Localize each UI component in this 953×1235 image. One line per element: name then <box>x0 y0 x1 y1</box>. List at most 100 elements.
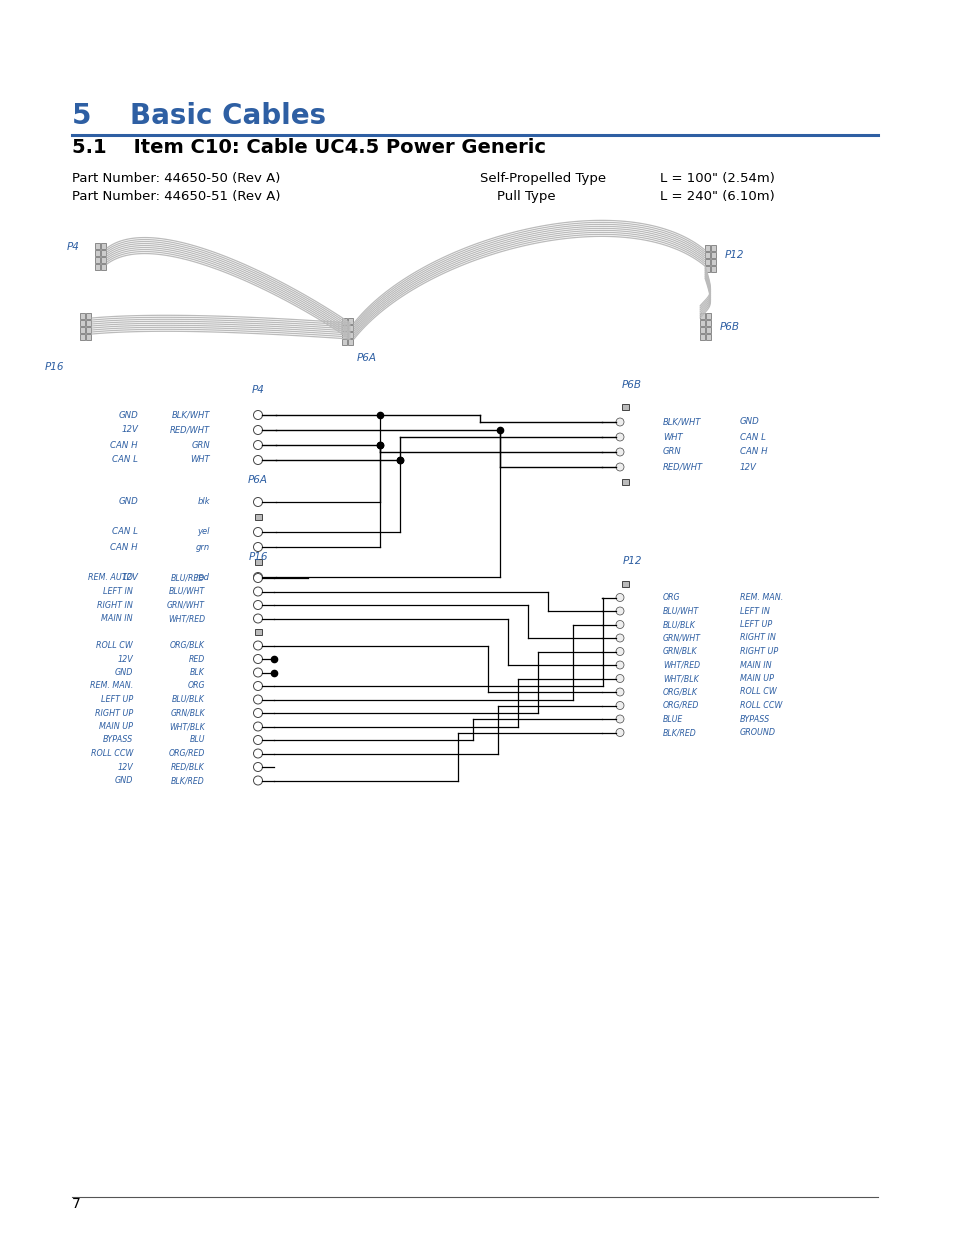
Text: 12V: 12V <box>117 762 132 772</box>
Bar <box>86 312 91 319</box>
Text: red: red <box>195 573 210 582</box>
Bar <box>95 243 100 249</box>
Text: MAIN IN: MAIN IN <box>101 614 132 622</box>
Bar <box>348 325 353 331</box>
Text: BYPASS: BYPASS <box>103 736 132 745</box>
Text: yel: yel <box>197 527 210 536</box>
Circle shape <box>253 426 262 435</box>
Bar <box>710 245 716 251</box>
Circle shape <box>616 417 623 426</box>
Bar <box>704 245 709 251</box>
Text: RED: RED <box>189 655 205 663</box>
Bar <box>705 327 710 333</box>
Text: BLK/RED: BLK/RED <box>172 776 205 785</box>
Bar <box>80 312 85 319</box>
Text: P12: P12 <box>724 249 743 261</box>
Text: P4: P4 <box>252 385 264 395</box>
Bar <box>101 249 106 256</box>
Text: grn: grn <box>195 542 210 552</box>
Text: GND: GND <box>114 776 132 785</box>
Text: BLU: BLU <box>190 736 205 745</box>
Text: GND: GND <box>114 668 132 677</box>
Bar <box>95 257 100 263</box>
Text: Part Number: 44650-50 (Rev A): Part Number: 44650-50 (Rev A) <box>71 172 280 185</box>
Text: P4: P4 <box>67 242 80 252</box>
Text: RIGHT IN: RIGHT IN <box>740 634 775 642</box>
Bar <box>86 327 91 333</box>
Bar <box>704 266 709 272</box>
Text: WHT: WHT <box>191 456 210 464</box>
Circle shape <box>253 776 262 785</box>
Text: BLK/RED: BLK/RED <box>662 727 696 737</box>
Text: WHT/BLK: WHT/BLK <box>169 722 205 731</box>
Text: BLUE: BLUE <box>662 715 682 724</box>
Bar <box>348 338 353 345</box>
Circle shape <box>616 463 623 471</box>
Circle shape <box>253 736 262 745</box>
Circle shape <box>253 762 262 772</box>
Text: GRN/WHT: GRN/WHT <box>662 634 700 642</box>
Text: GRN: GRN <box>662 447 680 457</box>
Circle shape <box>253 573 262 583</box>
Text: ROLL CW: ROLL CW <box>740 688 776 697</box>
Bar <box>700 333 704 340</box>
Circle shape <box>616 620 623 629</box>
Text: P16: P16 <box>248 552 268 562</box>
Text: GND: GND <box>118 410 138 420</box>
Text: P16: P16 <box>45 362 65 372</box>
Text: LEFT UP: LEFT UP <box>740 620 771 629</box>
Circle shape <box>253 641 262 650</box>
Bar <box>80 327 85 333</box>
Bar <box>348 332 353 338</box>
Text: LEFT UP: LEFT UP <box>101 695 132 704</box>
Circle shape <box>253 614 262 622</box>
Bar <box>348 317 353 324</box>
Circle shape <box>253 722 262 731</box>
Text: RED/WHT: RED/WHT <box>170 426 210 435</box>
Text: ORG/RED: ORG/RED <box>169 748 205 758</box>
Bar <box>621 580 628 587</box>
Text: BLU/WHT: BLU/WHT <box>169 587 205 597</box>
Text: LEFT IN: LEFT IN <box>740 606 769 615</box>
Text: L = 240" (6.10m): L = 240" (6.10m) <box>659 190 774 203</box>
Circle shape <box>253 748 262 758</box>
Circle shape <box>616 688 623 697</box>
Circle shape <box>616 433 623 441</box>
Bar <box>705 320 710 326</box>
Text: CAN H: CAN H <box>740 447 767 457</box>
Text: CAN H: CAN H <box>111 542 138 552</box>
Bar <box>621 404 628 410</box>
Bar <box>101 243 106 249</box>
Text: ROLL CCW: ROLL CCW <box>91 748 132 758</box>
Text: 12V: 12V <box>121 426 138 435</box>
Circle shape <box>253 527 262 536</box>
Circle shape <box>253 498 262 506</box>
Bar <box>86 320 91 326</box>
Bar <box>80 320 85 326</box>
Bar <box>101 264 106 270</box>
Text: CAN L: CAN L <box>112 456 138 464</box>
Text: REM. MAN.: REM. MAN. <box>740 593 782 601</box>
Bar <box>700 312 704 319</box>
Text: 7: 7 <box>71 1197 81 1212</box>
Text: Part Number: 44650-51 (Rev A): Part Number: 44650-51 (Rev A) <box>71 190 280 203</box>
Text: ORG: ORG <box>662 593 679 601</box>
Text: GRN: GRN <box>192 441 210 450</box>
Text: GRN/WHT: GRN/WHT <box>167 600 205 610</box>
Bar <box>341 332 347 338</box>
Text: ORG/BLK: ORG/BLK <box>170 641 205 650</box>
Text: BLU/BLK: BLU/BLK <box>172 695 205 704</box>
Text: GROUND: GROUND <box>740 727 775 737</box>
Text: 5    Basic Cables: 5 Basic Cables <box>71 103 326 130</box>
Circle shape <box>253 655 262 663</box>
Circle shape <box>616 701 623 709</box>
Circle shape <box>253 573 262 582</box>
Text: CAN L: CAN L <box>112 527 138 536</box>
Text: GND: GND <box>740 417 759 426</box>
Text: ORG/BLK: ORG/BLK <box>662 688 698 697</box>
Text: ROLL CCW: ROLL CCW <box>740 701 781 710</box>
Text: P6B: P6B <box>720 322 740 332</box>
Text: MAIN IN: MAIN IN <box>740 661 771 669</box>
Text: GRN/BLK: GRN/BLK <box>171 709 205 718</box>
Bar <box>341 338 347 345</box>
